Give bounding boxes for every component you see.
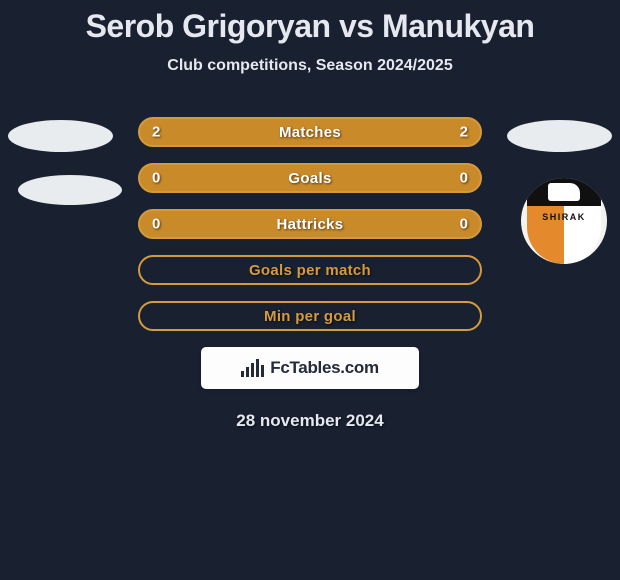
stat-label: Goals per match [249, 262, 371, 279]
stat-row: Min per goal [138, 301, 482, 331]
stat-label: Matches [279, 124, 341, 141]
stat-left-value: 0 [152, 216, 160, 233]
brand-prefix: Fc [270, 358, 289, 377]
brand-suffix: Tables.com [289, 358, 378, 377]
stat-right-value: 0 [460, 216, 468, 233]
stat-row: Goals per match [138, 255, 482, 285]
stat-row: 2 Matches 2 [138, 117, 482, 147]
stat-left-value: 0 [152, 170, 160, 187]
stat-left-value: 2 [152, 124, 160, 141]
stat-label: Hattricks [277, 216, 344, 233]
stat-row: 0 Hattricks 0 [138, 209, 482, 239]
stat-label: Goals [288, 170, 331, 187]
subtitle: Club competitions, Season 2024/2025 [0, 57, 620, 75]
page-title: Serob Grigoryan vs Manukyan [0, 0, 620, 45]
brand-box: FcTables.com [201, 347, 419, 389]
stat-label: Min per goal [264, 308, 356, 325]
stat-right-value: 0 [460, 170, 468, 187]
brand-text: FcTables.com [270, 358, 379, 378]
stat-row: 0 Goals 0 [138, 163, 482, 193]
date-text: 28 november 2024 [0, 411, 620, 431]
stats-panel: 2 Matches 2 0 Goals 0 0 Hattricks 0 Goals per mat… [0, 117, 620, 331]
bars-icon [241, 359, 264, 377]
stat-right-value: 2 [460, 124, 468, 141]
